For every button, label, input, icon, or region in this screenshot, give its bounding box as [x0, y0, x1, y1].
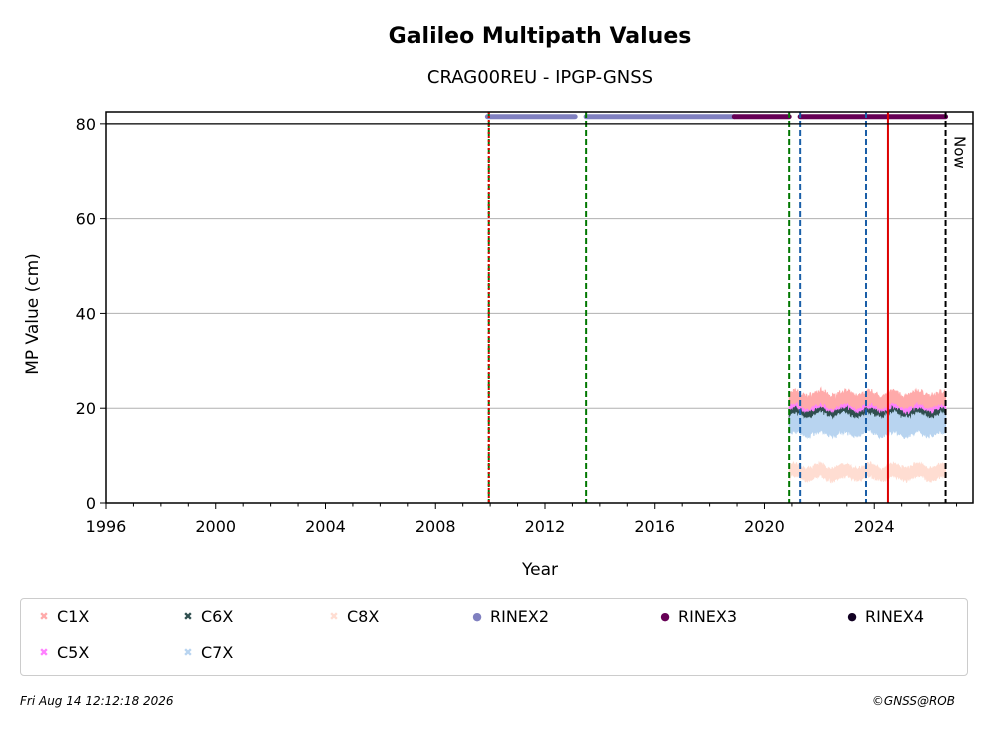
x-tick-label: 2004	[305, 517, 346, 536]
x-tick-label: 2016	[634, 517, 675, 536]
y-tick-label: 0	[86, 494, 96, 513]
now-label: Now	[951, 136, 969, 169]
legend-marker-c6x: ✖	[183, 610, 193, 623]
chart-subtitle: CRAG00REU - IPGP-GNSS	[427, 67, 653, 88]
x-tick-label: 2012	[525, 517, 566, 536]
legend-label-c5x: C5X	[57, 643, 90, 662]
x-tick-label: 2020	[744, 517, 785, 536]
legend-label-rinex2: RINEX2	[490, 607, 550, 626]
legend-label-c1x: C1X	[57, 607, 90, 626]
legend-item-rinex2: ● RINEX2	[470, 607, 549, 626]
legend-item-c5x: ✖ C5X	[37, 643, 89, 662]
series-layer	[484, 114, 949, 484]
axis-layer: 1996 2000 2004 2008 2012 2016 2020 2024 0 20 40 60 8…	[76, 115, 958, 536]
footer-credit: ©GNSS@ROB	[871, 694, 955, 708]
legend-item-c7x: ✖ C7X	[181, 643, 233, 662]
x-tick-label: 2008	[415, 517, 456, 536]
footer-timestamp: Fri Aug 14 12:12:18 2026	[20, 694, 174, 708]
legend-item-rinex3: ● RINEX3	[658, 607, 737, 626]
legend-marker-c7x: ✖	[183, 646, 193, 659]
x-axis-label: Year	[521, 560, 558, 580]
legend-marker-rinex2: ●	[472, 610, 482, 623]
plot-frame	[105, 111, 974, 504]
legend-item-rinex4: ● RINEX4	[845, 607, 924, 626]
legend: ✖ C1X ✖ C5X ✖ C6X ✖ C7X ✖ C8X ● RINEX2 ●…	[20, 598, 968, 676]
chart-title: Galileo Multipath Values	[389, 24, 692, 49]
legend-item-c6x: ✖ C6X	[181, 607, 233, 626]
legend-label-c8x: C8X	[347, 607, 380, 626]
y-tick-label: 40	[76, 304, 96, 323]
series-c8x	[788, 460, 947, 484]
y-tick-label: 20	[76, 399, 96, 418]
legend-label-c6x: C6X	[201, 607, 234, 626]
legend-marker-rinex3: ●	[660, 610, 670, 623]
x-tick-label: 2024	[854, 517, 895, 536]
y-axis-label: MP Value (cm)	[23, 253, 43, 375]
series-band-c8x	[788, 460, 947, 484]
legend-marker-c1x: ✖	[39, 610, 49, 623]
legend-label-rinex4: RINEX4	[865, 607, 925, 626]
event-lines	[106, 112, 973, 503]
legend-item-c1x: ✖ C1X	[37, 607, 89, 626]
y-tick-label: 60	[76, 210, 96, 229]
x-tick-label: 1996	[86, 517, 127, 536]
x-tick-label: 2000	[195, 517, 236, 536]
legend-marker-c8x: ✖	[329, 610, 339, 623]
legend-marker-rinex4: ●	[847, 610, 857, 623]
legend-item-c8x: ✖ C8X	[327, 607, 379, 626]
grid-layer	[106, 123, 973, 409]
legend-marker-c5x: ✖	[39, 646, 49, 659]
y-tick-label: 80	[76, 115, 96, 134]
legend-label-c7x: C7X	[201, 643, 234, 662]
legend-label-rinex3: RINEX3	[678, 607, 738, 626]
